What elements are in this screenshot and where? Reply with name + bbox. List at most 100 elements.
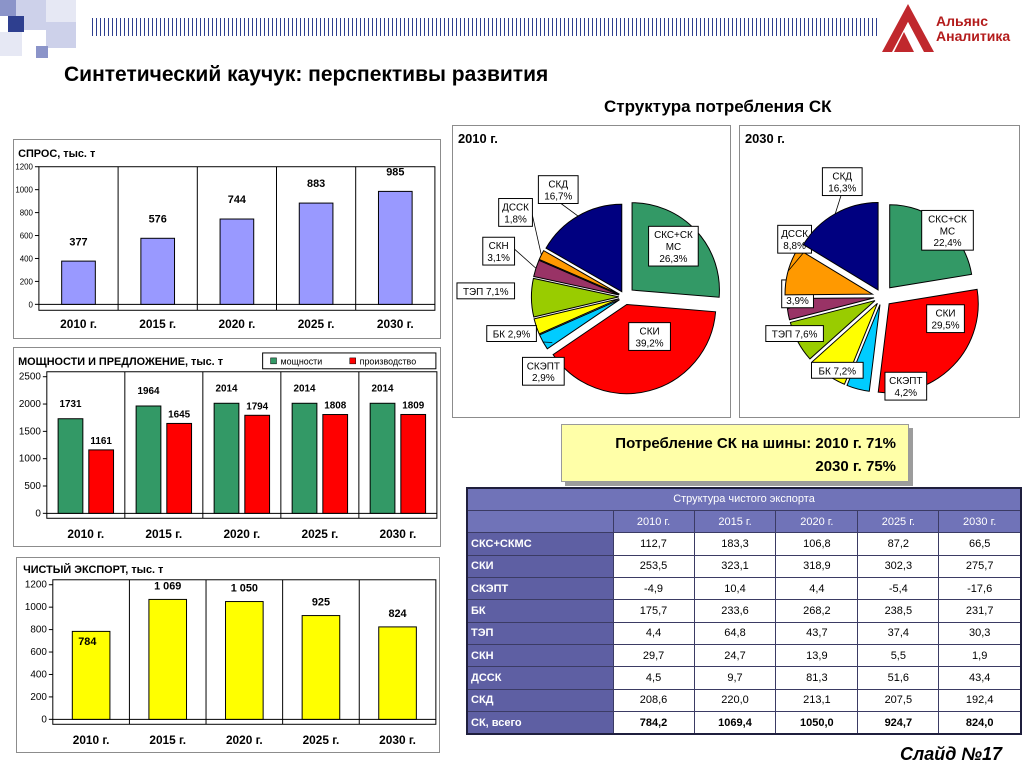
slice-label-box <box>482 236 516 266</box>
table-cell: 43,4 <box>938 666 1022 690</box>
bar <box>219 218 255 305</box>
data-label: 784 <box>78 636 96 648</box>
table-cell: 24,7 <box>693 644 777 668</box>
table-cell: 275,7 <box>938 554 1022 578</box>
table-cell: -5,4 <box>857 576 940 601</box>
header-deco-square <box>36 46 48 58</box>
y-tick-label: 1000 <box>15 186 33 195</box>
slice-label-box <box>456 282 516 300</box>
table-cell: 924,7 <box>857 711 940 735</box>
pie-2010-chart: 2010 г. СКС+СК МС 26,3% СКИ 39,2% СКЭПТ 2,9% БК … <box>452 125 731 418</box>
slice-label: СКД 16,3% <box>828 172 856 195</box>
chart-title: 2010 г. <box>458 131 498 146</box>
x-tick-label: 2025 г. <box>301 527 338 541</box>
y-tick-label: 500 <box>24 481 41 492</box>
y-tick-label: 200 <box>20 277 34 286</box>
tire-consumption-note: Потребление СК на шины: 2010 г. 71% 2030… <box>561 424 909 482</box>
chart-title: 2030 г. <box>745 131 785 146</box>
y-tick-label: 200 <box>30 692 47 703</box>
table-row-label: СК, всего <box>466 711 614 735</box>
table-cell: 1,9 <box>938 644 1022 668</box>
y-tick-label: 0 <box>29 300 34 309</box>
y-tick-label: 1200 <box>25 580 47 591</box>
data-label: 1731 <box>59 399 81 410</box>
data-label: 985 <box>386 167 404 179</box>
table-row: ТЭП 4,4 64,8 43,7 37,4 30,3 <box>466 621 1022 646</box>
slice-label: СКС+СК МС 22,4% <box>928 214 967 249</box>
export-chart: ЧИСТЫЙ ЭКСПОРТ, тыс. т 0 200 400 600 800 1000 1… <box>16 557 440 753</box>
table-cell: 183,3 <box>693 532 777 556</box>
data-label: 824 <box>388 608 406 620</box>
slice-label: ТЭП 7,1% <box>463 287 509 298</box>
x-tick-label: 2020 г. <box>223 527 260 541</box>
leader-line <box>514 248 537 269</box>
table-cell: 253,5 <box>612 554 695 578</box>
table-cell: 220,0 <box>693 688 777 713</box>
table-col-header: 2015 г. <box>693 509 777 534</box>
table-row-label: БК <box>466 599 614 623</box>
table-row: СКЭПТ -4,9 10,4 4,4 -5,4 -17,6 <box>466 576 1022 601</box>
table-cell: 323,1 <box>693 554 777 578</box>
bar <box>377 190 413 305</box>
plot-frame <box>38 166 436 311</box>
header-deco-square <box>0 0 16 16</box>
bar-мощности <box>369 402 396 514</box>
legend-swatch <box>349 357 356 365</box>
table-cell: 208,6 <box>612 688 695 713</box>
logo-icon <box>882 4 934 52</box>
header-deco-square <box>0 32 22 56</box>
bar-производство <box>166 422 193 514</box>
table-row: СКИ 253,5 323,1 318,9 302,3 275,7 <box>466 554 1022 578</box>
table-row-label: СКС+СКМС <box>466 532 614 556</box>
table-cell: 9,7 <box>693 666 777 690</box>
table-cell: 231,7 <box>938 599 1022 623</box>
slice-label: ТЭП 7,6% <box>772 330 818 341</box>
chart-title: МОЩНОСТИ И ПРЕДЛОЖЕНИЕ, тыс. т <box>18 356 224 368</box>
slice-label: БК 2,9% <box>493 330 531 341</box>
y-tick-label: 400 <box>20 254 34 263</box>
table-cell: 5,5 <box>857 644 940 668</box>
table-row-label: СКИ <box>466 554 614 578</box>
logo-line1: Альянс <box>936 13 989 29</box>
table-cell: 112,7 <box>612 532 695 556</box>
table-row: СКН 29,7 24,7 13,9 5,5 1,9 <box>466 644 1022 668</box>
y-tick-label: 1500 <box>19 426 41 437</box>
slice-label: ДССК 8,8% <box>781 229 808 252</box>
table-cell: 233,6 <box>693 599 777 623</box>
y-tick-label: 800 <box>30 625 47 636</box>
x-tick-label: 2010 г. <box>60 317 97 331</box>
table-cell: 37,4 <box>857 621 940 646</box>
table-cell: 213,1 <box>775 688 859 713</box>
x-tick-label: 2015 г. <box>145 527 182 541</box>
bar <box>298 202 334 305</box>
slice-label-box <box>648 225 699 267</box>
y-tick-label: 600 <box>20 232 34 241</box>
x-tick-label: 2015 г. <box>139 317 176 331</box>
slice-label: СКД 16,7% <box>544 180 572 203</box>
slice-label-box <box>498 198 533 227</box>
data-label: 2014 <box>216 383 238 394</box>
page-title: Синтетический каучук: перспективы развит… <box>64 63 549 86</box>
table-cell: 43,7 <box>775 621 859 646</box>
bar-производство <box>400 413 427 514</box>
slice-label-box <box>926 304 965 334</box>
slice-label-box <box>810 361 864 379</box>
data-label: 1794 <box>246 401 268 412</box>
x-tick-label: 2015 г. <box>149 733 186 747</box>
bar <box>225 601 264 720</box>
pie-slice-СКН <box>533 259 620 296</box>
bar-мощности <box>57 418 84 514</box>
capacity-chart: МОЩНОСТИ И ПРЕДЛОЖЕНИЕ, тыс. т 0 500 1000 15… <box>13 347 441 547</box>
header-deco-square <box>46 0 76 22</box>
table-caption: Структура чистого экспорта <box>466 487 1022 511</box>
chart-title: СПРОС, тыс. т <box>18 148 96 160</box>
data-label: 1964 <box>138 386 160 397</box>
table-cell: 1050,0 <box>775 711 859 735</box>
data-label: 1645 <box>168 409 190 420</box>
table-row: СК, всего 784,2 1069,4 1050,0 924,7 824,0 <box>466 711 1022 735</box>
legend-label: производство <box>360 356 417 366</box>
chart-title: ЧИСТЫЙ ЭКСПОРТ, тыс. т <box>23 563 164 576</box>
tire-note-line2: 2030 г. 75% <box>815 458 896 475</box>
pie-slice-ТЭП <box>530 277 619 318</box>
slice-label-box <box>522 356 565 386</box>
